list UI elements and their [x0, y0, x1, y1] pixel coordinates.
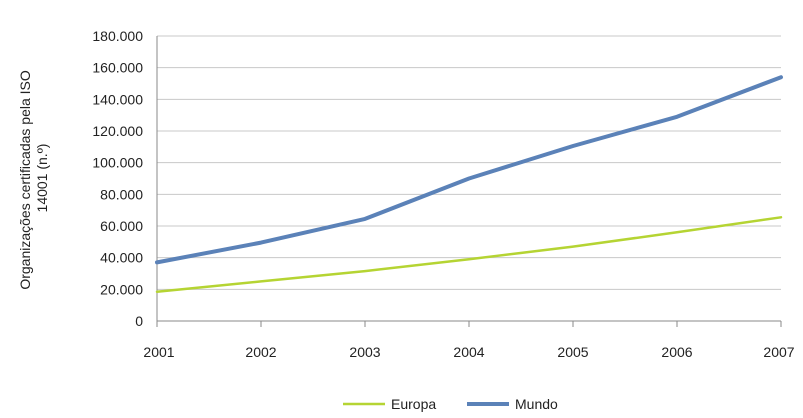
x-tick-label: 2002	[245, 344, 276, 360]
y-tick-label: 60.000	[100, 218, 143, 234]
y-tick-label: 40.000	[100, 250, 143, 266]
y-tick-label: 80.000	[100, 186, 143, 202]
legend-item-europa: Europa	[343, 396, 436, 412]
y-axis-title: Organizações certificadas pela ISO 14001…	[17, 66, 50, 289]
legend: Europa Mundo	[343, 396, 558, 412]
x-tick-labels: 2001 2002 2003 2004 2005 2006 2007	[143, 344, 794, 360]
x-tick-label: 2006	[661, 344, 692, 360]
x-tick-label: 2001	[143, 344, 174, 360]
y-tick-label: 20.000	[100, 281, 143, 297]
x-tick-label: 2005	[557, 344, 588, 360]
y-tick-label: 120.000	[92, 123, 143, 139]
y-tick-labels: 0 20.000 40.000 60.000 80.000 100.000 120.000 1…	[92, 28, 143, 329]
legend-label: Europa	[391, 396, 436, 412]
series-line-europa	[155, 216, 783, 293]
y-tick-label: 160.000	[92, 60, 143, 76]
y-axis-title-line-2: 14001 (n.º)	[34, 144, 50, 213]
y-axis-title-line-1: Organizações certificadas pela ISO	[17, 70, 33, 290]
gridlines	[157, 35, 781, 290]
x-tick-label: 2003	[349, 344, 380, 360]
legend-label: Mundo	[515, 396, 558, 412]
series-line-mundo	[155, 75, 783, 265]
series-lines	[155, 75, 783, 293]
axes	[156, 36, 782, 327]
y-tick-label: 180.000	[92, 28, 143, 44]
x-tick-label: 2004	[453, 344, 484, 360]
y-tick-label: 0	[135, 313, 143, 329]
y-tick-label: 100.000	[92, 155, 143, 171]
y-tick-label: 140.000	[92, 91, 143, 107]
x-tick-label: 2007	[763, 344, 794, 360]
legend-item-mundo: Mundo	[467, 396, 558, 412]
